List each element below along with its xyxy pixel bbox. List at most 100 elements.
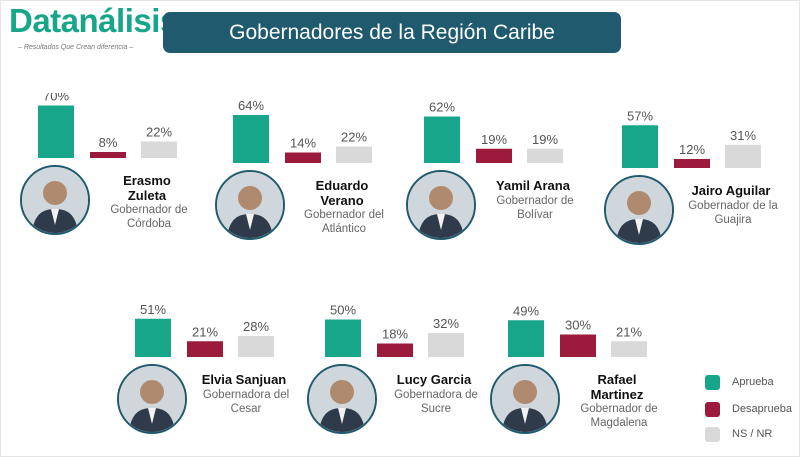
governor-role-line1: Gobernador de bbox=[580, 403, 658, 415]
person-silhouette-icon bbox=[217, 172, 283, 238]
bar-aprueba bbox=[38, 105, 74, 158]
governor-name-line2: Martinez bbox=[590, 387, 644, 402]
person-silhouette-icon bbox=[22, 167, 88, 233]
governor-name: Rafael Martinez bbox=[572, 372, 662, 402]
governor-name-line1: Yamil Arana bbox=[496, 178, 570, 193]
legend-label-nsnr: NS / NR bbox=[732, 428, 773, 440]
governor-role-line1: Gobernador de bbox=[110, 204, 188, 216]
bar-aprueba bbox=[508, 320, 544, 357]
data-label-aprueba: 64% bbox=[238, 98, 264, 113]
logo-tagline: – Resultados Que Crean diferencia – bbox=[18, 44, 134, 51]
data-label-desaprueba: 19% bbox=[481, 132, 507, 147]
bar-group: 51% 21% 28% bbox=[135, 302, 274, 357]
governor-photo bbox=[604, 175, 674, 245]
data-label-desaprueba: 14% bbox=[290, 136, 316, 151]
governor-name: Yamil Arana bbox=[488, 178, 578, 193]
data-label-nsnr: 21% bbox=[616, 324, 642, 339]
legend-item-desaprueba: Desaprueba bbox=[705, 401, 795, 417]
legend-swatch-aprueba bbox=[705, 375, 720, 390]
data-label-aprueba: 62% bbox=[429, 100, 455, 115]
governor-name-line2: Zuleta bbox=[127, 188, 167, 203]
person-silhouette-icon bbox=[309, 366, 375, 432]
governor-card-erasmo-zuleta: 70% 8% 22% Erasmo Zuleta Gobernador de Córdoba bbox=[20, 93, 230, 243]
person-silhouette-icon bbox=[492, 366, 558, 432]
governor-role-line1: Gobernadora de bbox=[394, 389, 478, 401]
governor-photo bbox=[20, 165, 90, 235]
governor-role: Gobernador del Atlántico bbox=[283, 208, 405, 236]
governor-role-line2: Atlántico bbox=[321, 223, 367, 235]
governor-role-line1: Gobernadora del bbox=[202, 389, 290, 401]
data-label-desaprueba: 8% bbox=[99, 135, 118, 150]
governor-name: Elvia Sanjuan bbox=[199, 372, 289, 387]
bar-desaprueba bbox=[187, 341, 223, 357]
data-label-desaprueba: 12% bbox=[679, 142, 705, 157]
governor-name: Lucy Garcia bbox=[389, 372, 479, 387]
chart-title: Gobernadores de la Región Caribe bbox=[229, 20, 555, 44]
bar-desaprueba bbox=[674, 159, 710, 168]
governor-name-line1: Jairo Aguilar bbox=[691, 183, 771, 198]
governor-role-line2: Córdoba bbox=[126, 218, 172, 230]
governor-photo bbox=[490, 364, 560, 434]
person-silhouette-icon bbox=[408, 172, 474, 238]
governor-role: Gobernador de Bolívar bbox=[474, 194, 596, 222]
governor-name-line1: Eduardo bbox=[315, 178, 369, 193]
governor-card-rafael-martinez: 49% 30% 21% Rafael Martinez Gobernador de Magd… bbox=[490, 292, 700, 442]
bar-group: 57% 12% 31% bbox=[622, 108, 761, 168]
bar-group: 49% 30% 21% bbox=[508, 303, 647, 357]
legend-item-nsnr: NS / NR bbox=[705, 426, 795, 442]
bar-nsnr bbox=[611, 341, 647, 357]
bar-nsnr bbox=[141, 141, 177, 158]
data-label-aprueba: 49% bbox=[513, 303, 539, 318]
logo-wordmark: Datanálisis bbox=[9, 2, 178, 39]
data-label-nsnr: 32% bbox=[433, 316, 459, 331]
governor-name: Jairo Aguilar bbox=[686, 183, 776, 198]
bar-group: 50% 18% 32% bbox=[325, 303, 464, 357]
bar-desaprueba bbox=[560, 334, 596, 357]
legend-swatch-nsnr bbox=[705, 427, 720, 442]
legend-label-desaprueba: Desaprueba bbox=[732, 403, 792, 415]
data-label-desaprueba: 21% bbox=[192, 324, 218, 339]
legend-swatch-desaprueba bbox=[705, 402, 720, 417]
bar-nsnr bbox=[238, 336, 274, 357]
governor-role: Gobernadora de Sucre bbox=[375, 388, 497, 416]
bar-nsnr bbox=[527, 148, 563, 163]
data-label-nsnr: 19% bbox=[532, 132, 558, 147]
data-label-nsnr: 31% bbox=[730, 128, 756, 143]
governor-card-elvia-sanjuan: 51% 21% 28% Elvia Sanjuan Gobernadora del Ces… bbox=[117, 292, 327, 442]
governor-role-line1: Gobernador del bbox=[304, 209, 384, 221]
person-silhouette-icon bbox=[119, 366, 185, 432]
governor-card-yamil-arana: 62% 19% 19% Yamil Arana Gobernador de Bolívar bbox=[406, 98, 616, 248]
bar-desaprueba bbox=[377, 343, 413, 357]
governor-name-line1: Lucy Garcia bbox=[396, 372, 472, 387]
governor-card-eduardo-verano: 64% 14% 22% Eduardo Verano Gobernador del Atlá… bbox=[215, 98, 425, 248]
governor-role-line2: Cesar bbox=[230, 403, 262, 415]
governor-role: Gobernador de la Guajira bbox=[672, 199, 794, 227]
bar-aprueba bbox=[622, 125, 658, 168]
data-label-aprueba: 70% bbox=[43, 93, 69, 104]
bar-aprueba bbox=[233, 115, 269, 163]
legend-label-aprueba: Aprueba bbox=[732, 376, 774, 388]
governor-role-line1: Gobernador de la bbox=[688, 200, 778, 212]
governor-role-line2: Guajira bbox=[714, 214, 752, 226]
data-label-aprueba: 50% bbox=[330, 303, 356, 318]
bar-nsnr bbox=[428, 333, 464, 357]
data-label-desaprueba: 30% bbox=[565, 318, 591, 333]
governor-role: Gobernador de Córdoba bbox=[88, 203, 210, 231]
bar-aprueba bbox=[135, 318, 171, 357]
bar-desaprueba bbox=[90, 152, 126, 158]
data-label-nsnr: 22% bbox=[146, 125, 172, 140]
governor-role-line1: Gobernador de bbox=[496, 195, 574, 207]
bar-group: 70% 8% 22% bbox=[38, 93, 177, 158]
bar-group: 62% 19% 19% bbox=[424, 100, 563, 163]
data-label-nsnr: 28% bbox=[243, 319, 269, 334]
governor-role: Gobernador de Magdalena bbox=[558, 402, 680, 430]
governor-name: Erasmo Zuleta bbox=[102, 173, 192, 203]
bar-aprueba bbox=[424, 116, 460, 163]
governor-name-line1: Erasmo bbox=[123, 173, 171, 188]
data-label-nsnr: 22% bbox=[341, 130, 367, 145]
data-label-aprueba: 51% bbox=[140, 302, 166, 317]
person-silhouette-icon bbox=[606, 177, 672, 243]
governor-role-line2: Sucre bbox=[420, 403, 452, 415]
governor-role-line2: Magdalena bbox=[590, 417, 648, 429]
governor-name-line1: Elvia Sanjuan bbox=[201, 372, 287, 387]
